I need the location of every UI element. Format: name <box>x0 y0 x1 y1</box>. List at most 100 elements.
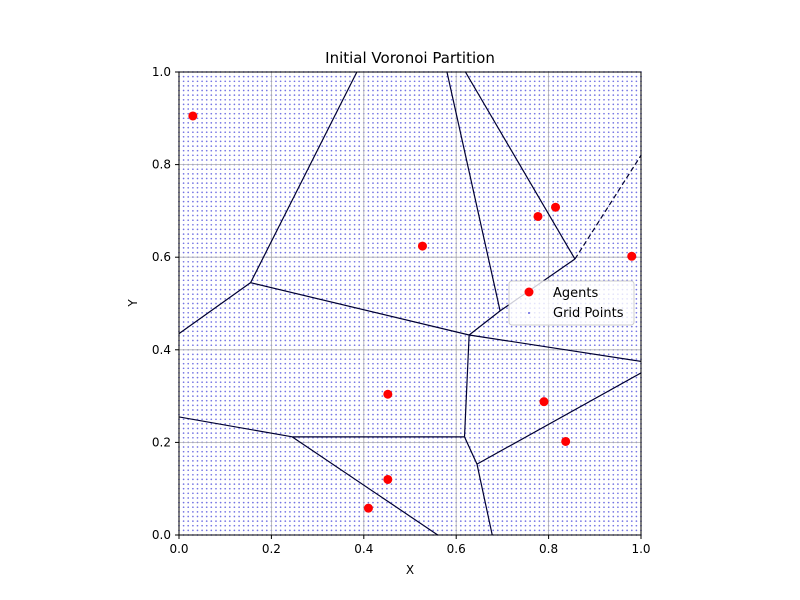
grid-point <box>399 362 402 365</box>
grid-point <box>219 390 222 393</box>
grid-point <box>265 330 268 333</box>
grid-point <box>201 126 203 129</box>
grid-point <box>349 242 351 245</box>
grid-point <box>289 404 291 407</box>
grid-point <box>372 432 374 434</box>
grid-point <box>376 529 379 532</box>
grid-point <box>335 288 337 291</box>
grid-point <box>312 191 314 194</box>
grid-point <box>372 298 374 300</box>
grid-point <box>242 362 245 365</box>
grid-point <box>395 409 397 411</box>
grid-point <box>390 182 393 184</box>
grid-point <box>349 80 351 83</box>
grid-point <box>182 423 185 425</box>
grid-point <box>233 506 236 509</box>
grid-point <box>256 293 259 296</box>
grid-point <box>358 117 361 120</box>
grid-point <box>215 168 217 171</box>
grid-point <box>275 529 277 532</box>
grid-point <box>275 330 277 333</box>
grid-point <box>196 117 199 120</box>
grid-point <box>293 404 296 407</box>
grid-point <box>381 302 384 305</box>
grid-point <box>302 446 305 448</box>
grid-point <box>307 210 310 212</box>
grid-point <box>367 251 370 254</box>
grid-point <box>224 182 227 184</box>
grid-point <box>349 307 351 309</box>
grid-point <box>224 149 227 152</box>
grid-point <box>205 196 208 198</box>
grid-point <box>353 529 356 532</box>
grid-point <box>344 511 347 513</box>
grid-point <box>307 483 310 485</box>
grid-point <box>395 223 397 226</box>
grid-point <box>215 385 217 388</box>
grid-point <box>256 140 259 143</box>
grid-point <box>358 210 361 212</box>
grid-point <box>349 446 351 448</box>
grid-point <box>261 492 264 495</box>
grid-point <box>330 270 333 272</box>
grid-point <box>201 265 203 268</box>
grid-point <box>390 223 393 226</box>
grid-point <box>205 214 208 217</box>
grid-point <box>256 399 259 402</box>
grid-point <box>399 358 402 360</box>
grid-point <box>358 473 361 476</box>
grid-point <box>344 149 347 152</box>
grid-point <box>307 135 310 138</box>
chart-title: Initial Voronoi Partition <box>325 49 495 67</box>
grid-point <box>215 149 217 152</box>
grid-point <box>279 330 282 333</box>
grid-point <box>289 372 291 374</box>
grid-point <box>399 390 402 393</box>
grid-point <box>293 284 296 286</box>
grid-point <box>293 274 296 277</box>
grid-point <box>238 149 240 152</box>
grid-point <box>265 219 268 222</box>
grid-point <box>261 473 264 476</box>
grid-point <box>196 455 199 458</box>
grid-point <box>293 413 296 416</box>
grid-point <box>252 98 254 101</box>
grid-point <box>399 154 402 157</box>
grid-point <box>339 358 342 360</box>
grid-point <box>289 367 291 370</box>
grid-point <box>325 122 328 124</box>
grid-point <box>228 427 231 430</box>
grid-point <box>196 311 199 314</box>
grid-point <box>192 506 194 509</box>
grid-point <box>275 446 277 448</box>
grid-point <box>381 298 384 300</box>
grid-point <box>215 524 217 527</box>
grid-point <box>349 524 351 527</box>
grid-point <box>228 372 231 374</box>
grid-point <box>404 473 407 476</box>
grid-point <box>335 284 337 286</box>
grid-point <box>316 362 319 365</box>
grid-point <box>325 478 328 481</box>
grid-point <box>316 358 319 360</box>
grid-point <box>210 154 213 157</box>
grid-point <box>353 186 356 189</box>
grid-point <box>325 487 328 490</box>
grid-point <box>293 344 296 347</box>
grid-point <box>330 358 333 360</box>
grid-point <box>256 385 259 388</box>
grid-point <box>399 223 402 226</box>
grid-point <box>344 265 347 268</box>
grid-point <box>210 214 213 217</box>
grid-point <box>293 353 296 356</box>
grid-point <box>399 196 402 198</box>
grid-point <box>376 390 379 393</box>
grid-point <box>279 108 282 110</box>
grid-point <box>192 478 194 481</box>
grid-point <box>192 154 194 157</box>
grid-point <box>284 80 287 83</box>
grid-point <box>265 140 268 143</box>
grid-point <box>182 501 185 504</box>
grid-point <box>261 524 264 527</box>
grid-point <box>381 233 384 235</box>
